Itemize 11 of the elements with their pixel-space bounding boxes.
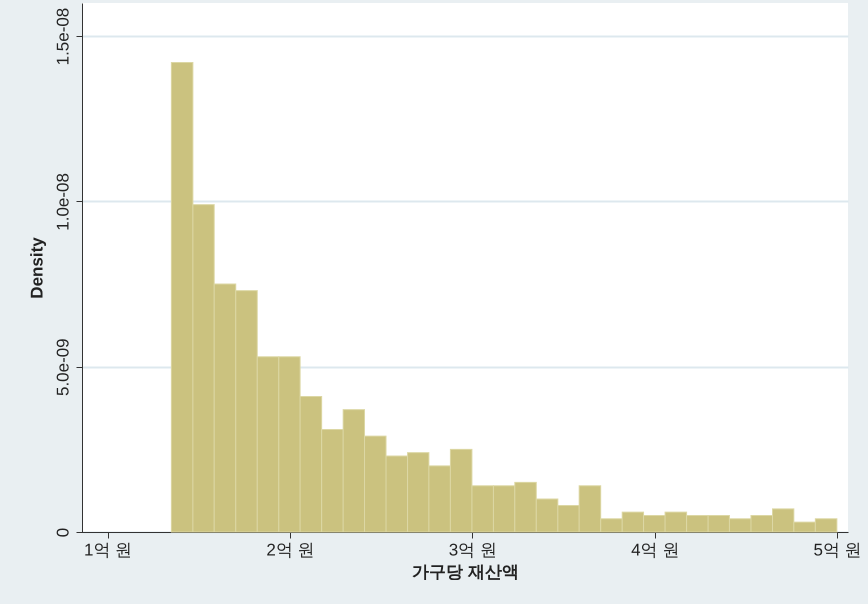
x-tick-label: 1억 원 [84,540,132,560]
y-axis-title: Density [28,236,46,299]
x-tick-label: 3억 원 [448,540,497,560]
y-tick-label: 0 [54,528,72,538]
y-tick-label: 5.0e-09 [54,338,72,396]
x-axis-title: 가구당 재산액 [412,562,519,582]
x-tick-label: 5억 원 [813,540,862,560]
x-tick-label: 4억 원 [631,540,680,560]
y-tick-label: 1.5e-08 [54,8,72,66]
y-tick-label: 1.0e-08 [54,173,72,231]
x-tick-label: 2억 원 [266,540,315,560]
